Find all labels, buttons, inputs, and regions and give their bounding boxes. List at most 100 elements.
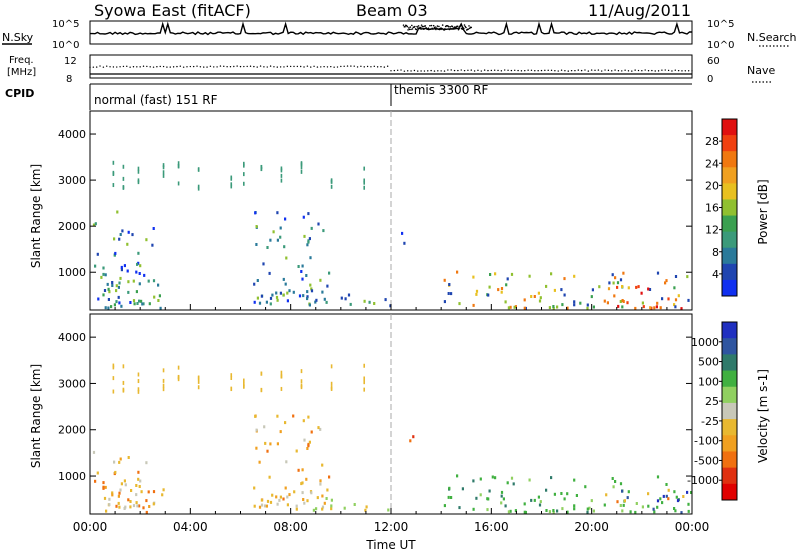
nave-dot [109, 66, 111, 68]
scatter-cell [107, 306, 110, 310]
scatter-cell [310, 491, 313, 495]
nsearch-tick-top: 10^5 [707, 19, 734, 30]
scatter-cell [113, 237, 116, 241]
nsearch-dot [408, 27, 410, 29]
scatter-cell [303, 234, 306, 238]
scatter-cell [266, 449, 269, 453]
nsearch-dot [459, 24, 462, 27]
colorbar-tick-label: 20 [705, 179, 719, 192]
scatter-cell [317, 426, 320, 430]
nsearch-dot [468, 25, 470, 27]
scatter-cell [126, 269, 129, 273]
scatter-cell [642, 305, 645, 309]
nave-dot [483, 69, 486, 71]
nave-dot [92, 66, 95, 68]
scatter-cell [500, 490, 504, 494]
nave-dot [166, 66, 168, 68]
colorbar-swatch [722, 467, 737, 485]
scatter-cell [254, 211, 257, 215]
scatter-cell [330, 385, 333, 390]
scatter-cell [264, 441, 267, 445]
scatter-cell [619, 482, 623, 486]
scatter-cell [487, 497, 490, 501]
scatter-cell [674, 298, 678, 302]
scatter-cell [586, 510, 589, 514]
scatter-cell [230, 182, 233, 187]
scatter-cell [108, 503, 111, 507]
scatter-cell [686, 275, 689, 279]
scatter-cell [538, 299, 542, 303]
nave-dot [604, 69, 606, 71]
scatter-cell [119, 457, 122, 461]
scatter-cell [556, 509, 559, 513]
scatter-cell [118, 301, 121, 305]
nave-dot [259, 65, 262, 67]
scatter-cell [152, 227, 155, 230]
scatter-cell [135, 270, 138, 274]
scatter-cell [533, 498, 536, 502]
colorbar-swatch [722, 167, 737, 184]
scatter-cell [162, 163, 165, 168]
scatter-cell [297, 265, 300, 268]
scatter-cell [148, 302, 151, 306]
colorbar-frame [721, 321, 738, 501]
nsearch-dot [461, 28, 464, 30]
nave-dot [647, 70, 650, 72]
nave-dot [524, 69, 526, 72]
scatter-cell [612, 485, 615, 489]
nsearch-dot [436, 25, 439, 27]
scatter-cell [258, 301, 262, 305]
freq-label-bottom: [MHz] [7, 67, 36, 78]
colorbar-swatch [722, 247, 737, 265]
scatter-cell [573, 303, 576, 307]
scatter-cell [530, 498, 533, 502]
nsearch-dot [422, 25, 424, 28]
scatter-cell [305, 274, 308, 277]
scatter-cell [97, 297, 100, 301]
scatter-cell [145, 461, 148, 465]
scatter-cell [253, 282, 256, 286]
scatter-cell [491, 475, 494, 479]
freq-tick-bottom: 8 [66, 74, 72, 85]
nsearch-tick-bottom: 10^0 [707, 40, 734, 51]
cpid-row: CPID normal (fast) 151 RF themis 3300 RF [5, 83, 692, 110]
nave-dot [376, 66, 379, 68]
scatter-cell [586, 507, 589, 511]
scatter-cell [284, 421, 287, 425]
nave-dot [236, 65, 238, 67]
nave-dot [380, 66, 382, 68]
scatter-cell [315, 507, 318, 511]
scatter-cell [533, 295, 536, 298]
scatter-cell [102, 266, 105, 270]
scatter-cell [300, 379, 303, 384]
scatter-cell [253, 486, 256, 490]
scatter-cell [353, 503, 356, 506]
y-tick-label: 2000 [58, 220, 86, 233]
nave-dot [437, 70, 439, 72]
nave-dot [203, 66, 205, 68]
cpid-segment-2: themis 3300 RF [394, 83, 488, 97]
scatter-cell [409, 439, 412, 443]
colorbar-swatch [722, 151, 737, 168]
scatter-cell [143, 273, 146, 277]
nave-dot [567, 70, 569, 72]
nave-dot [627, 70, 630, 72]
scatter-cell [119, 488, 122, 492]
scatter-cell [136, 302, 139, 305]
scatter-cell [363, 185, 366, 190]
scatter-cell [300, 369, 303, 374]
scatter-cell [512, 482, 515, 486]
scatter-cell [365, 505, 368, 509]
nsky-label: N.Sky [2, 31, 34, 44]
scatter-cell [243, 378, 245, 383]
nave-dot [637, 69, 640, 72]
nsearch-dot [411, 24, 413, 27]
scatter-cell [137, 389, 140, 394]
nave-dot [417, 70, 419, 72]
x-tick-label: 16:00 [474, 520, 509, 534]
scatter-cell [606, 301, 609, 305]
x-tick-label: 08:00 [273, 520, 308, 534]
nave-dot [570, 69, 573, 72]
nave-dot [313, 65, 315, 67]
scatter-cell [136, 504, 139, 508]
